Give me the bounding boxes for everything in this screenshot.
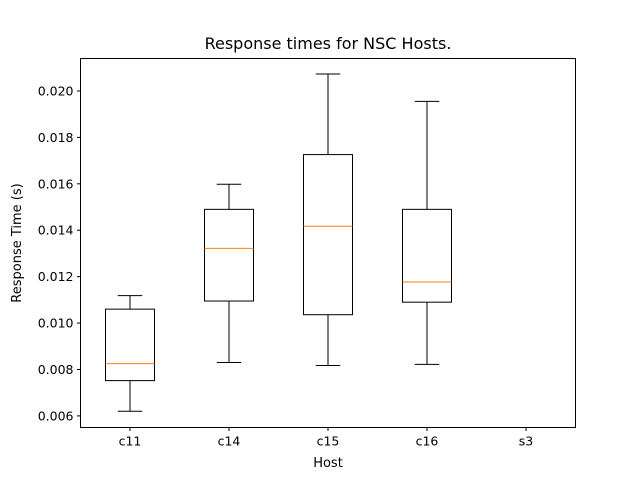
chart-title: Response times for NSC Hosts. [205, 34, 452, 53]
box-c16 [402, 100, 452, 365]
y-tick-label: 0.014 [38, 223, 74, 238]
box-c14 [204, 183, 254, 364]
x-tick-label: s3 [519, 434, 533, 449]
y-tick-label: 0.020 [38, 83, 74, 98]
x-axis: c11 c14 c15 c16 s3 [119, 427, 533, 449]
iqr-box [303, 154, 353, 316]
box-series [105, 73, 452, 412]
iqr-box [204, 208, 254, 302]
iqr-box [402, 208, 452, 303]
x-axis-label: Host [313, 456, 343, 471]
y-tick-label: 0.016 [38, 176, 74, 191]
box-c15 [303, 73, 353, 367]
y-tick-label: 0.012 [38, 269, 74, 284]
box-c11 [105, 295, 155, 412]
y-axis: 0.006 0.008 0.010 0.012 0.014 0.016 0.018 0.020 [38, 83, 81, 423]
y-tick-label: 0.006 [38, 408, 74, 423]
x-tick-label: c16 [416, 434, 439, 449]
x-tick-label: c11 [119, 434, 142, 449]
y-tick-label: 0.018 [38, 130, 74, 145]
y-axis-label: Response Time (s) [10, 183, 25, 302]
y-tick-label: 0.010 [38, 316, 74, 331]
y-tick-label: 0.008 [38, 362, 74, 377]
iqr-box [105, 308, 155, 382]
x-tick-label: c15 [317, 434, 340, 449]
x-tick-label: c14 [218, 434, 241, 449]
